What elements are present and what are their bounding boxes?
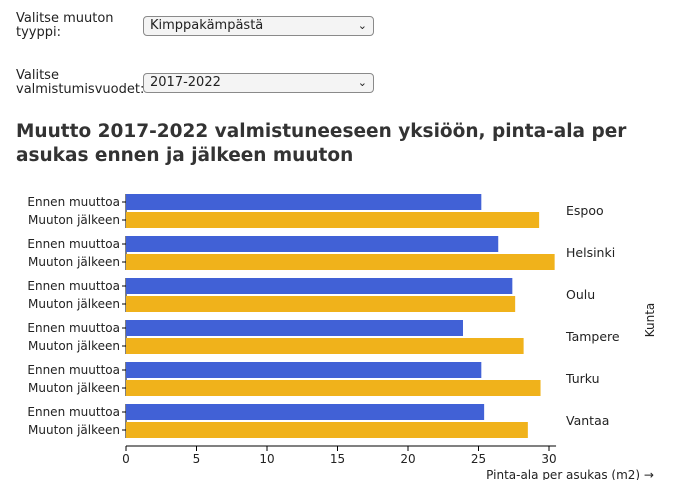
bar-vantaa-before — [126, 404, 485, 420]
category-label-helsinki: Helsinki — [566, 245, 615, 260]
bar-espoo-before — [126, 194, 482, 210]
bar-helsinki-after — [126, 254, 555, 270]
y-tick-label: Ennen muuttoa — [27, 363, 120, 377]
bar-helsinki-before — [126, 236, 499, 252]
years-label: Valitse valmistumisvuodet: — [16, 68, 145, 97]
move-type-control: Valitse muuton tyyppi: — [16, 12, 143, 40]
category-label-espoo: Espoo — [566, 203, 604, 218]
x-tick-label: 10 — [259, 452, 274, 466]
chevron-down-icon: ⌄ — [357, 76, 367, 89]
y-tick-label: Muuton jälkeen — [28, 297, 120, 311]
bar-tampere-after — [126, 338, 524, 354]
years-select[interactable]: 2017-2022 ⌄ — [143, 73, 374, 93]
y-tick-label: Ennen muuttoa — [27, 237, 120, 251]
x-tick-label: 5 — [193, 452, 201, 466]
y-tick-label: Muuton jälkeen — [28, 213, 120, 227]
y-tick-label: Ennen muuttoa — [27, 405, 120, 419]
bar-turku-before — [126, 362, 482, 378]
y-tick-label: Ennen muuttoa — [27, 321, 120, 335]
category-label-tampere: Tampere — [565, 329, 620, 344]
bar-chart: Ennen muuttoa Muuton jälkeen Espoo Ennen mu… — [27, 194, 657, 480]
y-tick-label: Muuton jälkeen — [28, 381, 120, 395]
y-tick-label: Ennen muuttoa — [27, 279, 120, 293]
bar-oulu-after — [126, 296, 516, 312]
move-type-select[interactable]: Kimppakämpästä ⌄ — [143, 16, 374, 36]
category-label-oulu: Oulu — [566, 287, 595, 302]
y-tick-label: Ennen muuttoa — [27, 195, 120, 209]
y-tick-label: Muuton jälkeen — [28, 339, 120, 353]
bar-oulu-before — [126, 278, 513, 294]
category-label-vantaa: Vantaa — [566, 413, 609, 428]
y-tick-label: Muuton jälkeen — [28, 255, 120, 269]
x-tick-label: 20 — [400, 452, 415, 466]
move-type-label: Valitse muuton tyyppi: — [16, 11, 114, 40]
x-tick-label: 25 — [471, 452, 486, 466]
bar-tampere-before — [126, 320, 463, 336]
chart-title: Muutto 2017-2022 valmistuneeseen yksiöön… — [16, 121, 627, 166]
bar-vantaa-after — [126, 422, 528, 438]
category-label-turku: Turku — [565, 371, 600, 386]
y-tick-label: Muuton jälkeen — [28, 423, 120, 437]
x-axis-label: Pinta-ala per asukas (m2) → — [486, 468, 654, 480]
x-tick-label: 0 — [122, 452, 130, 466]
bar-espoo-after — [126, 212, 540, 228]
x-tick-label: 15 — [330, 452, 345, 466]
x-tick-label: 30 — [541, 452, 556, 466]
y-axis-label: Kunta — [643, 303, 657, 338]
chevron-down-icon: ⌄ — [357, 19, 367, 32]
bar-turku-after — [126, 380, 541, 396]
years-control: Valitse valmistumisvuodet: — [16, 68, 145, 97]
